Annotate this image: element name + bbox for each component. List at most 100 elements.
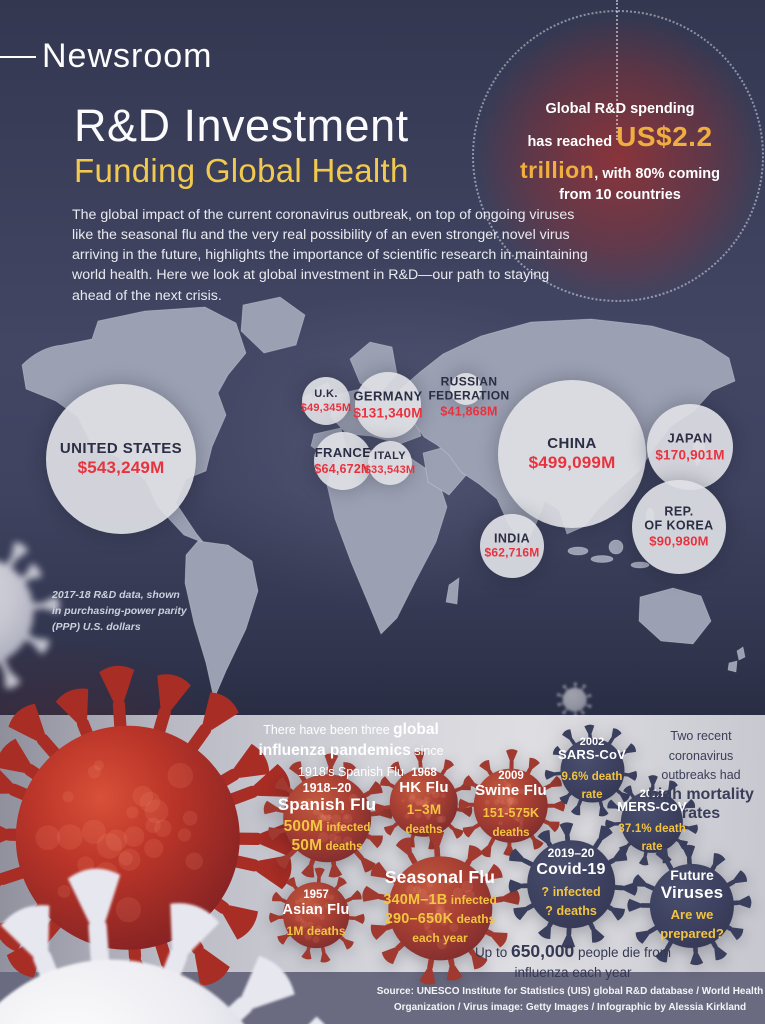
country-bubble-uk xyxy=(302,377,350,425)
country-name: FRANCE xyxy=(314,444,372,460)
new-zealand-south-shape xyxy=(727,660,738,673)
country-value: $499,099M xyxy=(528,453,616,473)
virus-period: 1968 xyxy=(411,767,437,780)
greenland-shape xyxy=(240,296,306,354)
virus-stat-line: deaths xyxy=(483,823,540,842)
virus-stat-number: 500M xyxy=(283,817,324,835)
source-line1: Source: UNESCO Institute for Statistics … xyxy=(376,986,764,997)
virus-label-swine: 2009 Swine Flu 151-575K deaths xyxy=(450,745,571,866)
country-name: REP. OF KOREA xyxy=(644,504,714,534)
callout-line1: Global R&D spending xyxy=(545,101,695,117)
virus-stat-number: 9.6% xyxy=(561,770,589,783)
virus-period: 2013 xyxy=(639,787,665,800)
virus-stat-number: ? xyxy=(545,903,554,918)
virus-bubble-sars: 2002 SARS-CoV 9.6% death rate xyxy=(540,718,645,823)
country-value: $131,340M xyxy=(353,405,423,421)
virus-shape-seasonal xyxy=(362,830,520,985)
virus-bubble-asian: 1957 Asian Flu 1M deaths xyxy=(262,861,370,969)
country-bubble-germany xyxy=(355,372,421,438)
virus-stat-unit: deaths xyxy=(492,826,530,839)
source-credit: Source: UNESCO Institute for Statistics … xyxy=(370,984,765,1015)
source-line2: Organization / Virus image: Getty Images… xyxy=(393,1001,747,1013)
virus-name: Swine Flu xyxy=(475,782,547,800)
virus-stat-line: 290–650K deaths xyxy=(383,910,497,929)
country-value: $170,901M xyxy=(655,447,725,463)
virus-period: 2019–20 xyxy=(547,846,595,861)
country-name: GERMANY xyxy=(353,388,423,404)
virus-stats: 1–3M deaths xyxy=(405,801,442,839)
country-name: CHINA xyxy=(547,435,597,453)
dotted-circle xyxy=(472,10,764,302)
callout-trillion: trillion xyxy=(520,156,595,183)
virus-stat-number: ? xyxy=(541,884,550,899)
country-bubble-china xyxy=(498,380,646,528)
virus-stats: 9.6% death rate xyxy=(562,767,623,805)
virus-stat-unit: prepared? xyxy=(660,926,724,942)
virus-stat-unit: rate xyxy=(641,841,663,854)
virus-stat-line: 1M deaths xyxy=(286,922,345,941)
borneo-shape xyxy=(608,539,624,555)
page-title: R&D Investment xyxy=(74,100,409,151)
virus-stat-unit: death xyxy=(588,770,623,783)
global-spending-callout: Global R&D spending has reached US$2.2 t… xyxy=(500,97,740,207)
virus-stat-line: 1–3M xyxy=(405,801,442,820)
virus-shape-asian xyxy=(268,867,365,963)
callout-line2-text: has reached xyxy=(527,134,617,151)
virus-bubble-covid: 2019–20 Covid-19? infected? deaths xyxy=(499,812,643,956)
country-label-japan: JAPAN $170,901M xyxy=(655,430,725,463)
virus-stat-number: 1M xyxy=(286,924,304,939)
virus-label-hk: 1968 HK Flu 1–3M deaths xyxy=(368,747,480,859)
country-bubble-japan xyxy=(647,404,733,490)
country-value: $543,249M xyxy=(77,458,165,478)
country-label-italy: ITALY $33,543M xyxy=(365,450,416,476)
country-value: $41,868M xyxy=(440,404,498,419)
virus-name: Asian Flu xyxy=(282,901,350,918)
virus-stat-line: rate xyxy=(562,785,623,804)
country-name: INDIA xyxy=(493,531,531,546)
country-name: UNITED STATES xyxy=(59,440,183,458)
virus-period: Future xyxy=(670,866,714,883)
country-label-china: CHINA $499,099M xyxy=(529,435,616,473)
java-shape xyxy=(590,555,614,563)
virus-stat-line: deaths xyxy=(405,820,442,839)
virus-stat-unit: Are we xyxy=(670,907,714,923)
virus-stat-line: 9.6% death xyxy=(562,767,623,786)
virus-label-sars: 2002 SARS-CoV 9.6% death rate xyxy=(540,718,645,823)
flu-deaths-note: Up to 650,000 people die from influenza … xyxy=(452,941,694,983)
virus-stat-line: 151-575K xyxy=(483,804,540,823)
virus-bubble-mers: 2013 MERS-CoV 37.1% death rate xyxy=(601,771,703,873)
virus-stat-line: each year xyxy=(383,929,497,948)
new-zealand-north-shape xyxy=(736,646,746,661)
sumatra-shape xyxy=(567,546,589,556)
virus-stat-unit: death xyxy=(651,822,686,835)
virus-period: 1918–20 xyxy=(302,780,352,795)
country-name: U.K. xyxy=(314,387,338,400)
country-bubble-russia xyxy=(450,373,482,405)
country-label-us: UNITED STATES $543,249M xyxy=(60,440,182,478)
virus-bubble-hk: 1968 HK Flu 1–3M deaths xyxy=(368,747,480,859)
virus-shape-future xyxy=(627,844,752,966)
virus-stat-line: 50M deaths xyxy=(284,837,371,856)
virus-name: Viruses xyxy=(660,883,724,903)
page-subtitle: Funding Global Health xyxy=(74,152,409,189)
virus-stat-line: Are we xyxy=(660,906,724,925)
virus-bubble-seasonal: Seasonal Flu 340M–1B infected 290–650K dea… xyxy=(355,823,526,994)
virus-stat-line: ? deaths xyxy=(541,902,600,921)
virus-label-asian: 1957 Asian Flu 1M deaths xyxy=(262,861,370,969)
flu-deaths-regular: Up to xyxy=(474,945,511,960)
country-label-germany: GERMANY $131,340M xyxy=(353,388,423,421)
virus-bubble-swine: 2009 Swine Flu 151-575K deaths xyxy=(450,745,571,866)
mortality-note: Two recent coronavirus outbreaks had hig… xyxy=(644,726,758,824)
country-name: ITALY xyxy=(374,449,406,462)
virus-shape-mers xyxy=(605,775,699,866)
headline-tail: since 1918's Spanish Flu xyxy=(298,743,444,779)
virus-shape-hk xyxy=(375,751,473,850)
virus-label-covid: 2019–20 Covid-19? infected? deaths xyxy=(499,812,643,956)
country-value: $33,543M xyxy=(364,463,416,476)
country-label-russia: RUSSIAN FEDERATION $41,868M xyxy=(428,375,509,419)
virus-stat-unit: infected xyxy=(447,893,497,908)
virus-stat-unit: infected xyxy=(549,884,601,899)
virus-stat-unit: deaths xyxy=(303,924,346,939)
south-america-shape xyxy=(184,540,259,701)
